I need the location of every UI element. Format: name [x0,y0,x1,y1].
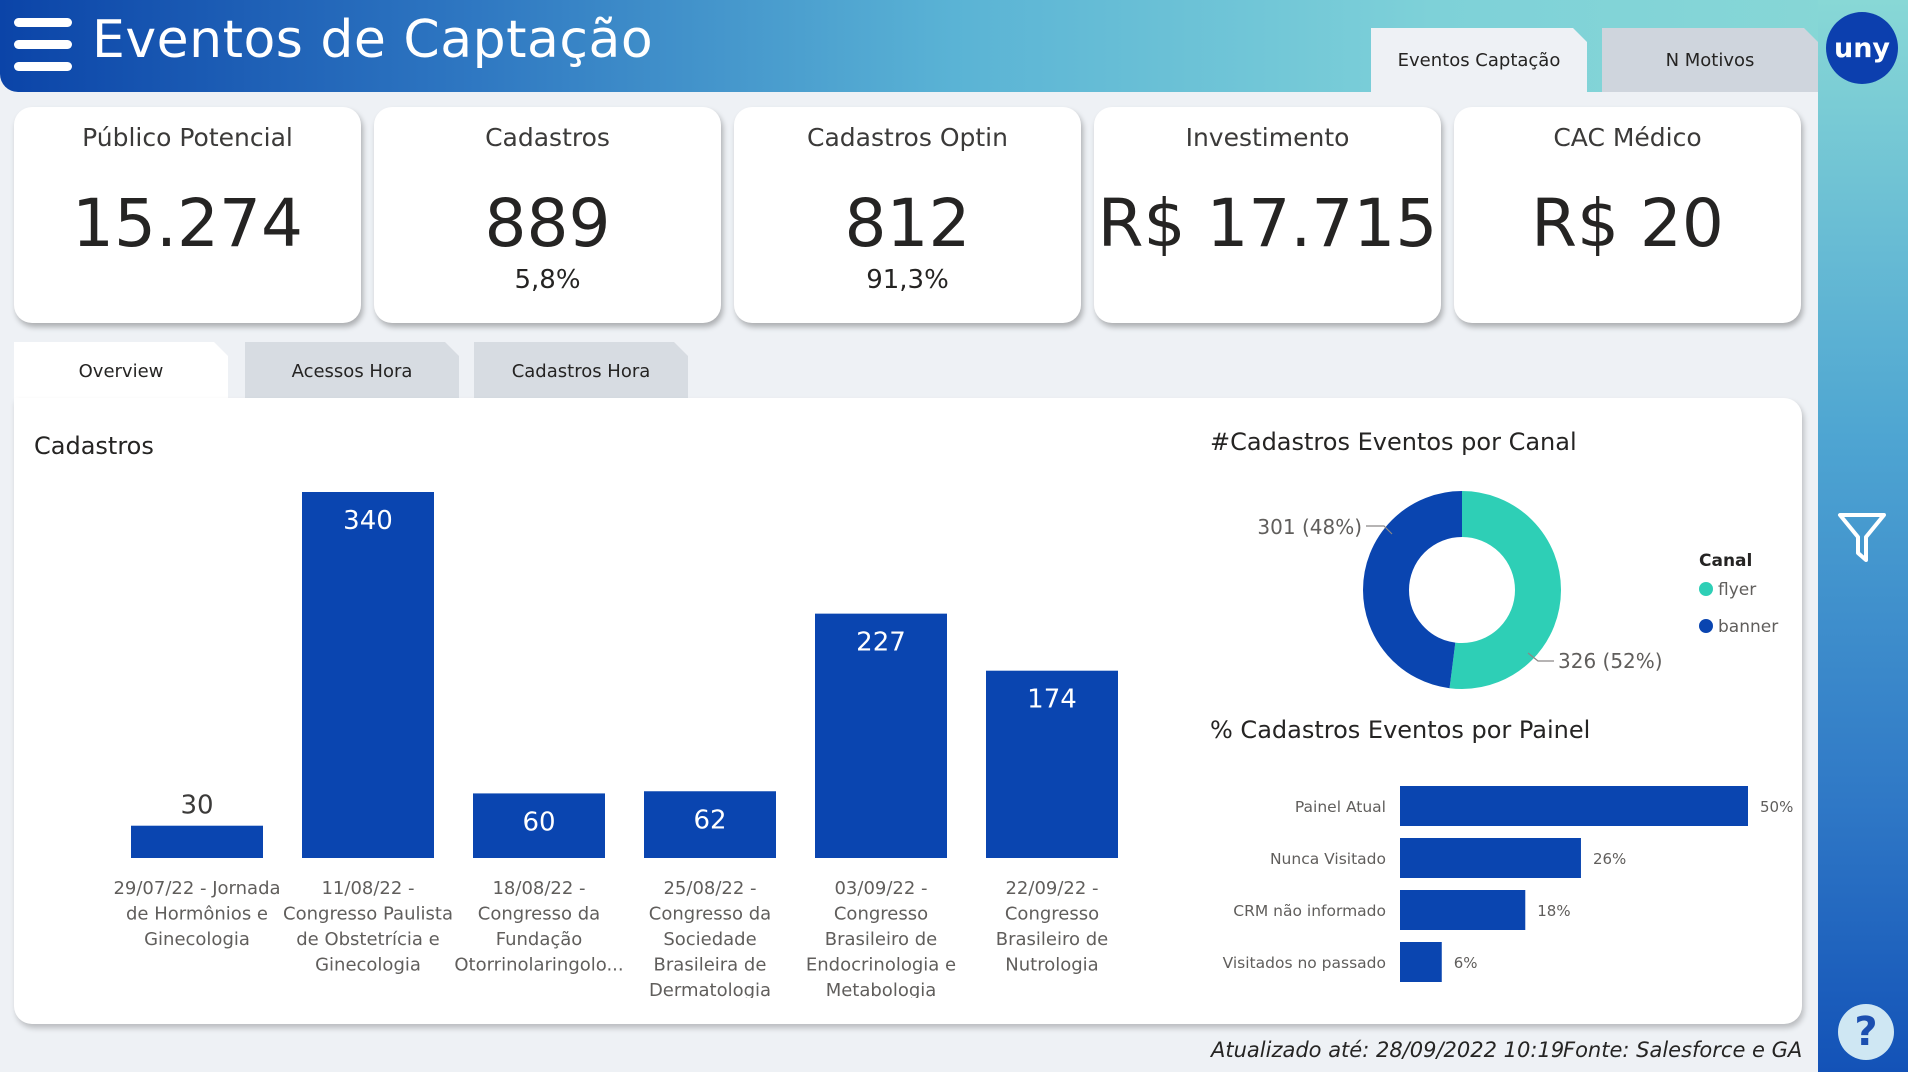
help-icon[interactable]: ? [1838,1004,1894,1060]
kpi-subvalue: 5,8% [514,265,581,295]
x-tick-label: Endocrinologia e [806,955,956,976]
right-rail [1818,0,1908,1072]
x-tick-label: Brasileira de [654,955,767,976]
kpi-value: 889 [484,185,611,262]
legend-marker-flyer [1699,582,1713,596]
bar-data-label: 30 [180,791,213,821]
bar-data-label: 62 [693,805,726,835]
x-tick-label: de Obstetrícia e [296,929,440,950]
x-tick-label: Dermatologia [649,980,771,998]
painel-hbar-chart: Painel Atual 50% Nunca Visitado 26% CRM não … [1223,786,1793,982]
data-source: Fonte: Salesforce e GA [1563,1038,1803,1062]
x-tick-label: 03/09/22 - [834,878,927,899]
kpi-card-cadastros-optin: Cadastros Optin 812 91,3% [734,107,1081,323]
x-tick-label: Congresso [834,904,928,925]
tab-n-motivos[interactable]: N Motivos [1602,28,1818,92]
filter-icon[interactable] [1836,510,1888,566]
x-tick-label: Nutrologia [1005,955,1098,976]
x-tick-label: 11/08/22 - [321,878,414,899]
donut-chart-title: #Cadastros Eventos por Canal [1210,428,1577,456]
hbar [1400,838,1581,878]
legend-marker-banner [1699,619,1713,633]
y-tick-label: Visitados no passado [1223,954,1386,972]
kpi-value: 812 [844,185,971,262]
legend-title: Canal [1699,551,1752,571]
x-tick-label: Sociedade [663,929,756,950]
hbar-data-label: 18% [1537,902,1570,920]
bar [131,825,263,858]
kpi-value: 15.274 [72,185,303,262]
kpi-card-cac-medico: CAC Médico R$ 20 [1454,107,1801,323]
bar-data-label: 227 [856,628,906,658]
updated-timestamp: Atualizado até: 28/09/2022 10:19 [1211,1038,1565,1062]
tab-eventos-captacao[interactable]: Eventos Captação [1371,28,1587,92]
kpi-label: Investimento [1185,123,1350,152]
kpi-subvalue: 91,3% [866,265,949,295]
overview-panel: Cadastros 30 29/07/22 - Jornada de Hormôni… [14,398,1802,1024]
kpi-card-cadastros: Cadastros 889 5,8% [374,107,721,323]
leader-line [1366,525,1393,535]
hbar-data-label: 6% [1454,954,1478,972]
hbar [1400,942,1442,982]
x-tick-label: 22/09/22 - [1005,878,1098,899]
x-tick-label: Ginecologia [315,955,421,976]
hbar [1400,786,1748,826]
legend-label-flyer: flyer [1718,580,1756,600]
x-tick-label: Brasileiro de [996,929,1108,950]
x-tick-label: 25/08/22 - [663,878,756,899]
header-bar: Eventos de Captação [0,0,1908,92]
kpi-value: R$ 20 [1531,185,1724,262]
x-tick-label: Fundação [496,929,583,950]
y-tick-label: CRM não informado [1233,902,1386,920]
kpi-card-investimento: Investimento R$ 17.715 [1094,107,1441,323]
bar-data-label: 60 [522,807,555,837]
kpi-card-publico-potencial: Público Potencial 15.274 [14,107,361,323]
kpi-label: CAC Médico [1553,123,1702,152]
menu-icon[interactable] [14,18,72,72]
tab-overview[interactable]: Overview [14,342,228,400]
bar [986,670,1118,858]
y-tick-label: Painel Atual [1295,798,1386,816]
x-tick-label: Brasileiro de [825,929,937,950]
kpi-label: Cadastros Optin [807,123,1008,152]
page-title: Eventos de Captação [92,10,654,70]
tab-acessos-hora[interactable]: Acessos Hora [245,342,459,400]
kpi-label: Cadastros [485,123,610,152]
x-tick-label: de Hormônios e [126,904,268,925]
uny-logo: uny [1826,12,1898,84]
x-tick-label: Ginecologia [144,929,250,950]
y-tick-label: Nunca Visitado [1270,850,1386,868]
bar [815,613,947,858]
bar [644,791,776,858]
donut-slice-banner [1363,491,1561,689]
x-tick-label: Congresso [1005,904,1099,925]
bar-data-label: 174 [1027,685,1077,715]
slice-data-label: 326 (52%) [1558,649,1663,673]
hbar-data-label: 26% [1593,850,1626,868]
x-tick-label: Congresso da [478,904,600,925]
kpi-value: R$ 17.715 [1097,185,1438,262]
x-tick-label: Otorrinolaringolo... [454,955,623,976]
hbar-data-label: 50% [1760,798,1793,816]
legend-label-banner: banner [1718,617,1778,637]
x-tick-label: Congresso da [649,904,771,925]
hbar [1400,890,1526,930]
bar-chart-title: Cadastros [34,432,154,460]
x-tick-label: 29/07/22 - Jornada [113,878,280,899]
tab-cadastros-hora[interactable]: Cadastros Hora [474,342,688,400]
x-tick-label: Metabologia [826,980,937,998]
kpi-label: Público Potencial [82,123,293,152]
slice-data-label: 301 (48%) [1257,515,1362,539]
leader-line [1527,652,1554,662]
x-tick-label: 18/08/22 - [492,878,585,899]
hbar-chart-title: % Cadastros Eventos por Painel [1210,716,1591,744]
bar [302,492,434,858]
x-tick-label: Congresso Paulista [283,904,453,925]
cadastros-bar-chart: 30 29/07/22 - Jornada de Hormônios e Gineco… [113,492,1118,998]
bar [473,793,605,858]
canal-donut-chart: 301 (48%) 326 (52%) Canal flyer banner [1257,491,1778,689]
bar-data-label: 340 [343,506,393,536]
